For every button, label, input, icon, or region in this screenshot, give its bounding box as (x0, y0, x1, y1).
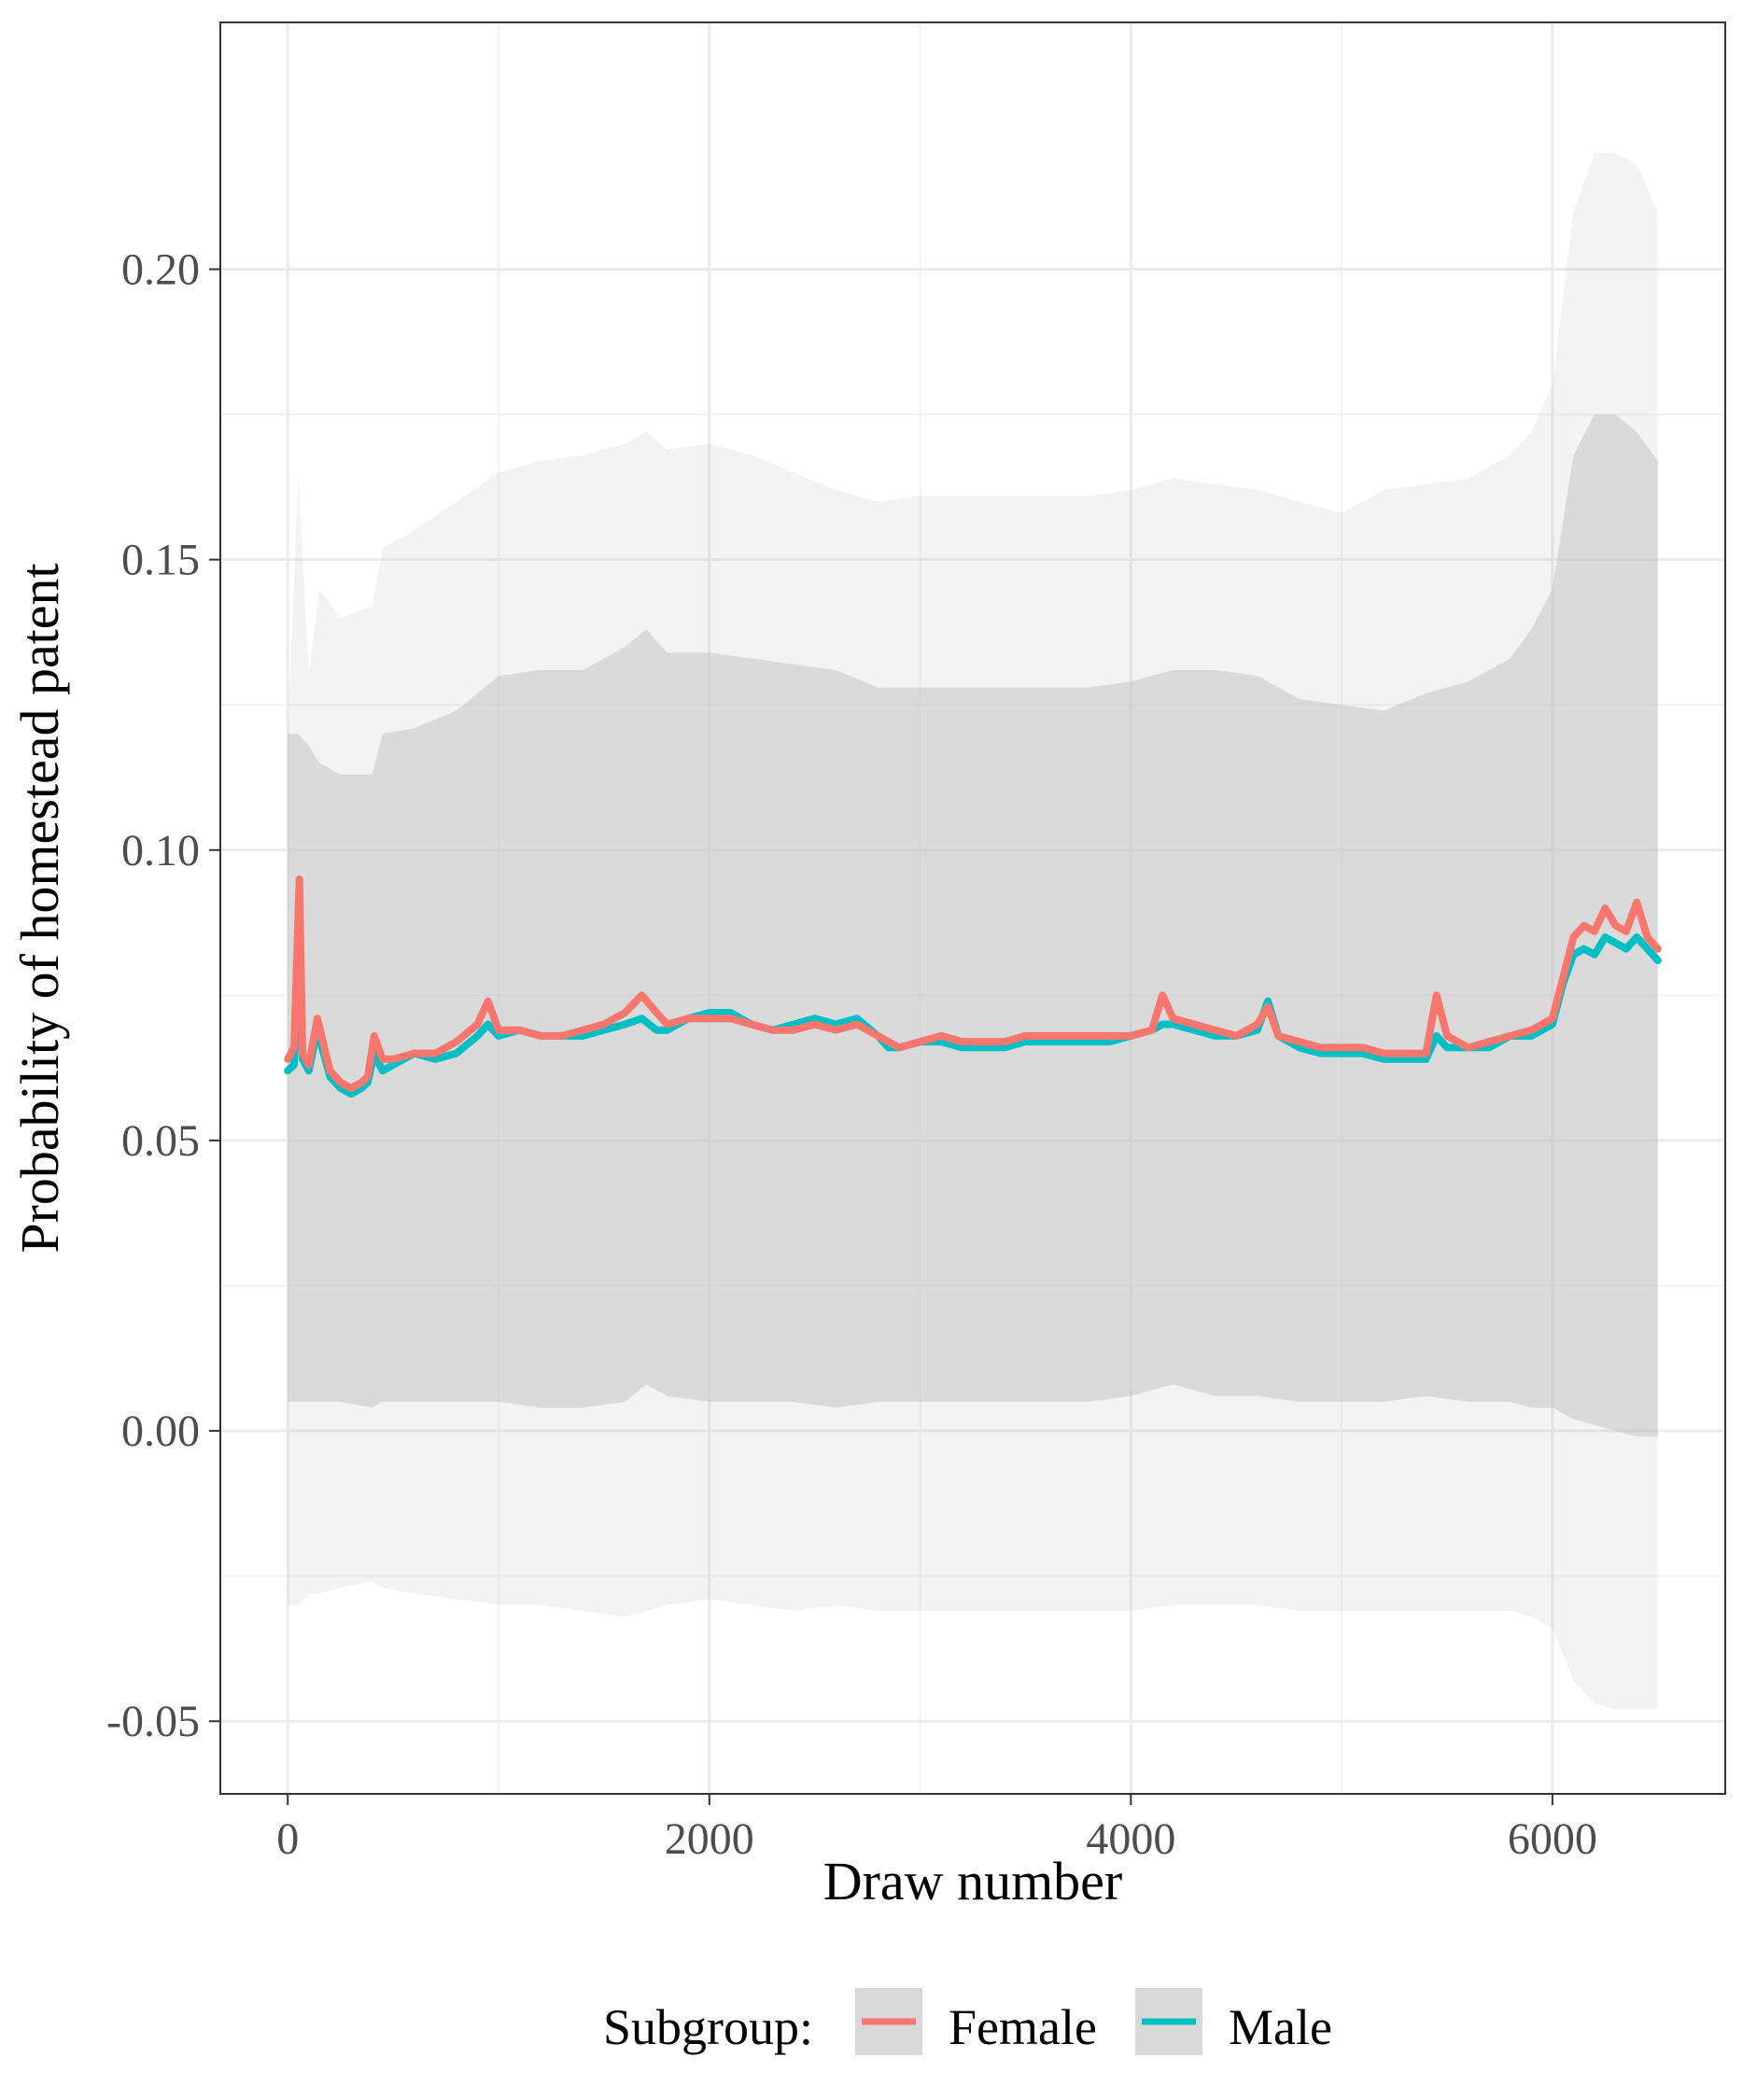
x-tick-label: 0 (276, 1814, 299, 1864)
legend-item-female: Female (855, 1988, 1097, 2055)
y-tick-label: 0.20 (121, 245, 200, 294)
legend: Subgroup: Female Male (603, 1988, 1332, 2055)
major-grid (220, 22, 1725, 1794)
y-tick-label: -0.05 (106, 1697, 200, 1746)
y-tick-label: 0.05 (121, 1116, 200, 1166)
x-tick-label: 2000 (665, 1814, 754, 1864)
minor-grid (220, 22, 1725, 1794)
legend-label-male: Male (1229, 1999, 1332, 2055)
y-axis: -0.05 0.00 0.05 0.10 0.15 0.20 (106, 245, 220, 1746)
legend-item-male: Male (1135, 1988, 1332, 2055)
band-outer (288, 153, 1658, 1710)
y-tick-label: 0.15 (121, 536, 200, 585)
y-tick-label: 0.00 (121, 1407, 200, 1456)
x-axis-title: Draw number (823, 1851, 1123, 1911)
legend-label-female: Female (949, 1999, 1097, 2055)
series-line-female (284, 875, 1662, 1092)
x-axis: 0 2000 4000 6000 (276, 1794, 1597, 1864)
band-inner (288, 414, 1658, 1437)
x-tick-label: 4000 (1086, 1814, 1175, 1864)
panel-background (220, 22, 1725, 1794)
interval-bands (288, 153, 1658, 1710)
x-tick-label: 6000 (1508, 1814, 1597, 1864)
y-tick-label: 0.10 (121, 826, 200, 875)
legend-title: Subgroup: (603, 1999, 813, 2055)
series-lines (284, 875, 1662, 1099)
y-axis-title: Probability of homestead patent (9, 563, 70, 1253)
panel-border (219, 21, 1726, 1795)
